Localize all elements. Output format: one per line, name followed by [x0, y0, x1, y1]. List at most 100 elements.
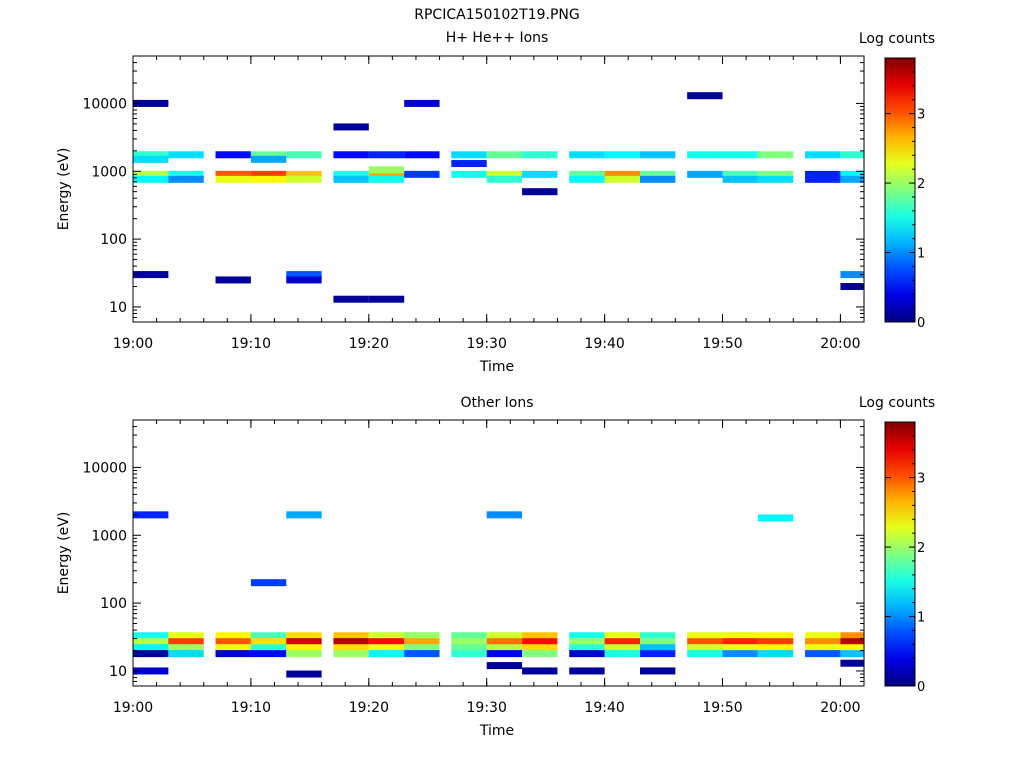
- data-cell: [805, 151, 841, 159]
- data-cell: [687, 151, 723, 159]
- y-axis-label: Energy (eV): [56, 512, 72, 595]
- data-cell: [368, 170, 405, 178]
- data-cell: [451, 632, 487, 640]
- data-cell: [486, 170, 523, 178]
- data-cell: [404, 650, 440, 658]
- data-cell: [404, 99, 440, 107]
- data-cell: [604, 650, 640, 658]
- data-cell: [133, 644, 169, 652]
- data-cell: [250, 175, 287, 183]
- axis-ticks: 19:00 19:10 19:20 19:30 19:40 19:50 20:00 10 100…: [82, 55, 865, 352]
- colorbar-tick-label: 3: [917, 108, 925, 123]
- data-cell: [168, 638, 204, 646]
- data-cell: [333, 650, 369, 658]
- data-cell: [687, 644, 723, 652]
- data-cell: [805, 632, 841, 640]
- data-cell: [687, 170, 723, 178]
- data-cell: [805, 644, 841, 652]
- data-cell: [286, 650, 322, 658]
- y-tick-label: 10000: [82, 460, 127, 476]
- x-tick-label: 19:40: [584, 700, 624, 716]
- data-cell: [639, 667, 676, 675]
- data-cell: [133, 170, 169, 178]
- data-cell: [687, 632, 723, 640]
- colorbar-tick-label: 2: [917, 177, 925, 192]
- data-cell: [286, 632, 322, 640]
- data-cell: [215, 175, 251, 183]
- data-cell: [286, 511, 322, 519]
- x-tick-label: 19:40: [584, 336, 624, 352]
- data-cell: [215, 170, 251, 178]
- data-cell: [840, 151, 864, 159]
- data-cell: [168, 170, 204, 178]
- data-cell: [639, 632, 676, 640]
- data-cell: [250, 644, 287, 652]
- x-tick-label: 20:00: [820, 336, 860, 352]
- data-cell: [757, 638, 794, 646]
- data-cell: [486, 175, 523, 183]
- data-cell: [639, 170, 676, 178]
- data-cell: [522, 188, 558, 196]
- data-cell: [757, 175, 794, 183]
- data-cell: [168, 644, 204, 652]
- data-cell: [569, 644, 605, 652]
- data-cell: [404, 151, 440, 159]
- data-cell: [840, 283, 864, 291]
- data-cell: [604, 175, 640, 183]
- x-axis-label: Time: [479, 359, 514, 375]
- plot-frame: [132, 55, 865, 323]
- spectrogram-cells: [133, 511, 864, 678]
- data-cell: [840, 638, 864, 646]
- data-cell: [486, 632, 523, 640]
- data-cell: [604, 632, 640, 640]
- data-cell: [687, 92, 723, 100]
- data-cell: [333, 175, 369, 183]
- data-cell: [805, 175, 841, 183]
- x-tick-label: 19:20: [349, 700, 389, 716]
- x-tick-label: 19:30: [467, 700, 507, 716]
- data-cell: [286, 151, 322, 159]
- data-cell: [286, 271, 322, 279]
- data-cell: [333, 170, 369, 178]
- data-cell: [486, 151, 523, 159]
- data-cell: [404, 644, 440, 652]
- data-cell: [757, 170, 794, 178]
- data-cell: [522, 632, 558, 640]
- data-cell: [757, 644, 794, 652]
- data-cell: [133, 667, 169, 675]
- data-cell: [215, 632, 251, 640]
- data-cell: [805, 638, 841, 646]
- x-tick-label: 19:10: [231, 700, 271, 716]
- data-cell: [451, 644, 487, 652]
- data-cell: [215, 644, 251, 652]
- data-cell: [722, 638, 758, 646]
- data-cell: [569, 667, 605, 675]
- colorbar-scale: [884, 421, 916, 687]
- data-cell: [133, 151, 169, 159]
- data-cell: [368, 638, 405, 646]
- data-cell: [522, 667, 558, 675]
- colorbar: 0 1 2 3: [884, 57, 925, 331]
- data-cell: [840, 175, 864, 183]
- data-cell: [215, 650, 251, 658]
- data-cell: [368, 166, 405, 174]
- data-cell: [250, 155, 287, 163]
- colorbar-label: Log counts: [859, 31, 935, 47]
- data-cell: [840, 271, 864, 279]
- data-cell: [722, 644, 758, 652]
- data-cell: [333, 632, 369, 640]
- panel-title: Other Ions: [460, 395, 533, 411]
- colorbar-tick-label: 1: [917, 247, 925, 262]
- data-cell: [368, 644, 405, 652]
- y-tick-label: 100: [100, 596, 127, 612]
- data-cell: [333, 295, 369, 303]
- axis-ticks: 19:00 19:10 19:20 19:30 19:40 19:50 20:00 10 100…: [82, 419, 865, 716]
- data-cell: [569, 638, 605, 646]
- data-cell: [569, 650, 605, 658]
- data-cell: [451, 160, 487, 168]
- data-cell: [333, 123, 369, 131]
- colorbar-scale: [884, 57, 916, 323]
- data-cell: [133, 99, 169, 107]
- data-cell: [522, 650, 558, 658]
- data-cell: [722, 650, 758, 658]
